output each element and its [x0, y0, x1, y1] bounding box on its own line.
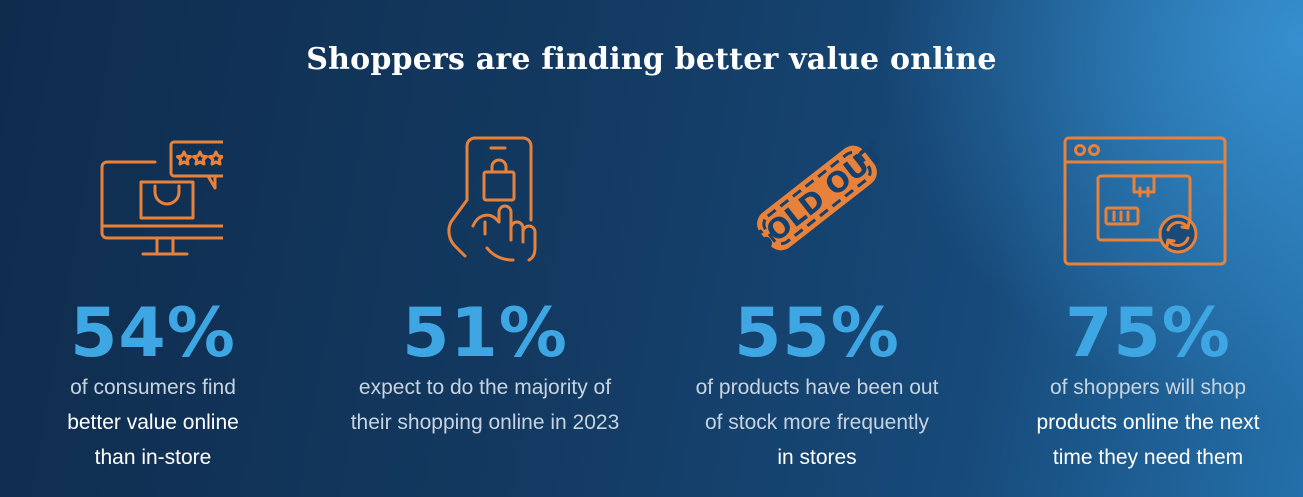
- svg-text:SOLD OUT: SOLD OUT: [747, 136, 887, 261]
- sold-out-stamp-icon: SOLD OUT: [657, 130, 977, 270]
- stat-line-highlight: than in-store: [94, 446, 212, 469]
- phone-shopping-hand-icon: [325, 130, 645, 270]
- page-title: Shoppers are finding better value online: [306, 42, 997, 77]
- stat-card-4: 75% of shoppers will shop products onlin…: [988, 130, 1303, 490]
- stat-line-highlight: time they need them: [1052, 446, 1244, 469]
- stat-description: of products have been out of stock more …: [657, 370, 977, 475]
- stat-line-highlight: in stores: [777, 446, 857, 469]
- stat-line: of consumers find: [70, 376, 236, 399]
- stat-description: of consumers find better value online th…: [0, 370, 313, 475]
- stat-line-highlight: products online the next: [1036, 411, 1260, 434]
- stat-value: 54%: [70, 294, 236, 373]
- stat-card-1: 54% of consumers find better value onlin…: [0, 130, 313, 490]
- stat-line: of shoppers will shop: [1049, 376, 1247, 399]
- stat-line: of products have been out: [695, 376, 939, 399]
- stat-value: 75%: [1065, 294, 1231, 373]
- stat-line: their shopping online in 2023: [350, 411, 620, 434]
- browser-package-refresh-icon: [988, 130, 1303, 270]
- stat-line: of stock more frequently: [704, 411, 930, 434]
- stat-card-3: SOLD OUT 55% of products have been out o…: [657, 130, 977, 490]
- stat-line: expect to do the majority of: [358, 376, 612, 399]
- stat-description: of shoppers will shop products online th…: [988, 370, 1303, 475]
- stat-line-highlight: better value online: [67, 411, 239, 434]
- stat-value: 51%: [402, 294, 568, 373]
- stat-card-2: 51% expect to do the majority of their s…: [325, 130, 645, 490]
- stat-value: 55%: [734, 294, 900, 373]
- monitor-shopping-bag-rating-icon: [0, 130, 313, 270]
- stat-description: expect to do the majority of their shopp…: [325, 370, 645, 440]
